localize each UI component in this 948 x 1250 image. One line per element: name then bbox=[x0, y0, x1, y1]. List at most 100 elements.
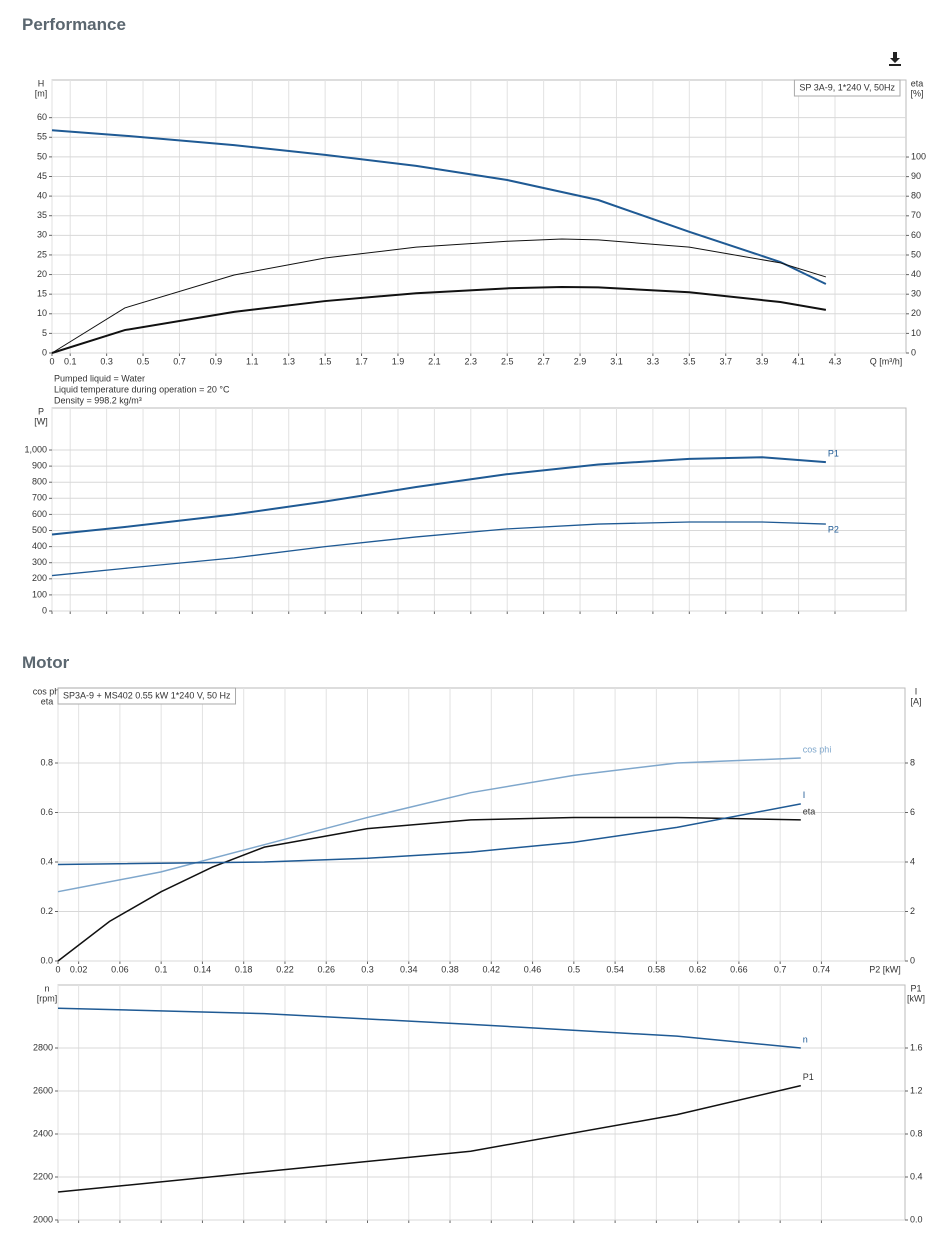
x-tick-label: 1.5 bbox=[319, 356, 332, 366]
y-tick-label: 0.4 bbox=[40, 856, 53, 866]
x-tick-label: 0.06 bbox=[111, 964, 129, 974]
x-tick-label: 0.02 bbox=[70, 964, 88, 974]
y-tick-label: 900 bbox=[32, 460, 47, 470]
y2-tick-label: 50 bbox=[911, 249, 921, 259]
x-tick-label: 2.1 bbox=[428, 356, 441, 366]
x-axis-label: P2 [kW] bbox=[869, 964, 901, 974]
x-tick-label: 3.7 bbox=[719, 356, 732, 366]
y-tick-label: 400 bbox=[32, 541, 47, 551]
plot-area bbox=[57, 687, 906, 962]
y2-tick-label: 6 bbox=[910, 807, 915, 817]
y-tick-label: 10 bbox=[37, 308, 47, 318]
y-tick-label: 2200 bbox=[33, 1171, 53, 1181]
y2-tick-label: 0.4 bbox=[910, 1171, 923, 1181]
y-axis-unit: eta bbox=[41, 696, 54, 706]
x-tick-label: 0.42 bbox=[483, 964, 501, 974]
x-tick-label: 0.3 bbox=[100, 356, 113, 366]
y-tick-label: 800 bbox=[32, 477, 47, 487]
y2-tick-label: 90 bbox=[911, 171, 921, 181]
series-line bbox=[51, 129, 827, 285]
plot-area bbox=[57, 984, 906, 1221]
y-axis-unit: [rpm] bbox=[37, 993, 58, 1003]
y-tick-label: 100 bbox=[32, 589, 47, 599]
x-tick-label: 0.62 bbox=[689, 964, 707, 974]
y-tick-label: 55 bbox=[37, 132, 47, 142]
y2-axis-unit: [kW] bbox=[907, 993, 925, 1003]
x-tick-label: 0 bbox=[55, 964, 60, 974]
x-tick-label: 0.14 bbox=[194, 964, 212, 974]
x-tick-label: 0.58 bbox=[648, 964, 666, 974]
x-tick-label: 0.9 bbox=[210, 356, 223, 366]
y2-tick-label: 60 bbox=[911, 230, 921, 240]
x-tick-label: 3.3 bbox=[647, 356, 660, 366]
series-line bbox=[57, 757, 801, 893]
legend-box bbox=[57, 687, 237, 705]
x-tick-label: 1.7 bbox=[355, 356, 368, 366]
y2-tick-label: 2 bbox=[910, 906, 915, 916]
y-tick-label: 30 bbox=[37, 230, 47, 240]
note: Density = 998.2 kg/m³ bbox=[54, 395, 142, 405]
y-tick-label: 15 bbox=[37, 289, 47, 299]
y-tick-label: 20 bbox=[37, 269, 47, 279]
series-line bbox=[57, 803, 801, 866]
series-label: P2 bbox=[828, 524, 839, 534]
x-tick-label: 0.1 bbox=[64, 356, 77, 366]
x-tick-label: 0.5 bbox=[568, 964, 581, 974]
y2-tick-label: 1.6 bbox=[910, 1042, 923, 1052]
x-tick-label: 0.5 bbox=[137, 356, 150, 366]
y2-tick-label: 20 bbox=[911, 308, 921, 318]
x-tick-label: 2.3 bbox=[465, 356, 478, 366]
x-tick-label: 0.7 bbox=[774, 964, 787, 974]
y2-tick-label: 100 bbox=[911, 151, 926, 161]
y-tick-label: 1,000 bbox=[24, 444, 47, 454]
x-tick-label: 0.22 bbox=[276, 964, 294, 974]
plot-area bbox=[51, 407, 907, 612]
y2-tick-label: 10 bbox=[911, 328, 921, 338]
x-tick-label: 0.18 bbox=[235, 964, 253, 974]
y2-axis-label: I bbox=[915, 686, 918, 696]
x-tick-label: 2.7 bbox=[537, 356, 550, 366]
y-tick-label: 2000 bbox=[33, 1214, 53, 1224]
y-tick-label: 0.6 bbox=[40, 807, 53, 817]
section-heading: Performance bbox=[22, 15, 126, 34]
x-tick-label: 0.74 bbox=[813, 964, 831, 974]
x-tick-label: 4.1 bbox=[792, 356, 805, 366]
y-tick-label: 0 bbox=[42, 605, 47, 615]
x-tick-label: 0 bbox=[49, 356, 54, 366]
y-tick-label: 40 bbox=[37, 190, 47, 200]
series-label: I bbox=[803, 790, 806, 800]
y2-tick-label: 30 bbox=[911, 289, 921, 299]
y-tick-label: 2400 bbox=[33, 1128, 53, 1138]
y-tick-label: 600 bbox=[32, 509, 47, 519]
legend-box bbox=[793, 79, 901, 97]
legend-text: SP3A-9 + MS402 0.55 kW 1*240 V, 50 Hz bbox=[63, 690, 231, 700]
x-tick-label: 3.1 bbox=[610, 356, 623, 366]
series-label: P1 bbox=[803, 1072, 814, 1082]
y-tick-label: 60 bbox=[37, 112, 47, 122]
y-tick-label: 500 bbox=[32, 525, 47, 535]
y-axis-label: H bbox=[38, 78, 45, 88]
section-heading: Motor bbox=[22, 653, 70, 672]
series-label: n bbox=[803, 1034, 808, 1044]
y2-tick-label: 0 bbox=[911, 347, 916, 357]
y2-tick-label: 80 bbox=[911, 191, 921, 201]
x-tick-label: 2.9 bbox=[574, 356, 587, 366]
legend-text: SP 3A-9, 1*240 V, 50Hz bbox=[799, 82, 895, 92]
y2-axis-unit: [%] bbox=[910, 88, 923, 98]
y2-axis-label: P1 bbox=[910, 983, 921, 993]
y-tick-label: 0.2 bbox=[40, 906, 53, 916]
y-tick-label: 2800 bbox=[33, 1042, 53, 1052]
series-line bbox=[51, 521, 826, 577]
x-tick-label: 0.3 bbox=[361, 964, 374, 974]
download-button[interactable] bbox=[889, 52, 901, 66]
y2-tick-label: 0 bbox=[910, 955, 915, 965]
y-tick-label: 50 bbox=[37, 151, 47, 161]
y-axis-label: cos phi bbox=[33, 686, 62, 696]
series-line bbox=[51, 456, 826, 536]
series-label: cos phi bbox=[803, 744, 832, 754]
download-icon bbox=[890, 52, 900, 63]
download-icon-base bbox=[889, 64, 901, 66]
y-tick-label: 2600 bbox=[33, 1085, 53, 1095]
